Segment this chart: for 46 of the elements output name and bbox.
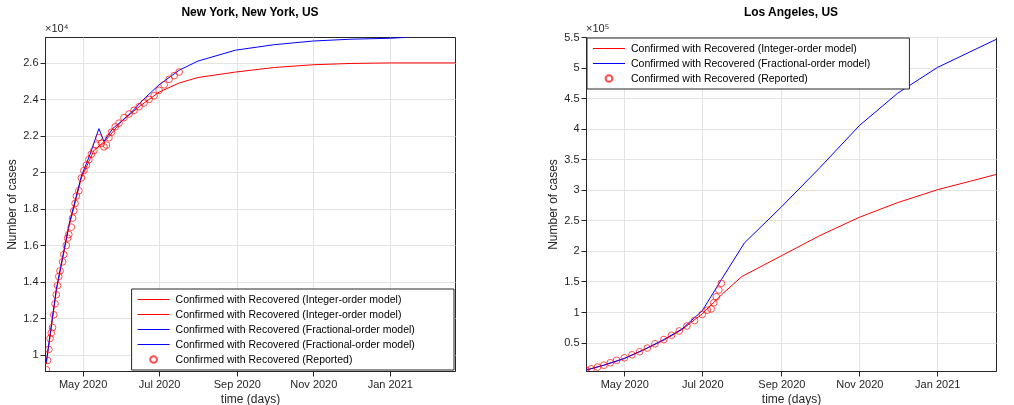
legend-label: Confirmed with Recovered (Fractional-order model) bbox=[175, 337, 415, 350]
x-tick-label: Jul 2020 bbox=[681, 377, 724, 390]
y-tick-label: 3 bbox=[573, 183, 580, 196]
y-tick-label: 1.2 bbox=[23, 311, 39, 324]
y-tick-label: 2.4 bbox=[23, 92, 39, 105]
y-tick-label: 2 bbox=[32, 165, 39, 178]
text: ×10⁴ bbox=[45, 22, 69, 34]
y-tick-label: 3.5 bbox=[564, 152, 580, 165]
y-tick-label: 1.6 bbox=[23, 238, 39, 251]
y-axis-title: Number of cases bbox=[5, 159, 20, 250]
y-tick-label: 2.6 bbox=[23, 56, 39, 69]
y-tick-label: 2 bbox=[573, 244, 580, 257]
x-tick-label: Jul 2020 bbox=[138, 377, 181, 390]
y-axis-title: Number of cases bbox=[546, 159, 561, 250]
legend-label: Confirmed with Recovered (Integer-order model) bbox=[175, 307, 402, 320]
y-tick-label: 1.4 bbox=[23, 275, 39, 288]
x-tick-label: Nov 2020 bbox=[290, 377, 338, 390]
x-tick-label: Jan 2021 bbox=[367, 377, 413, 390]
legend-label: Confirmed with Recovered (Integer-order model) bbox=[631, 41, 857, 54]
x-axis-title: time (days) bbox=[220, 391, 281, 405]
y-tick-label: 2.5 bbox=[564, 213, 580, 226]
chart-title: Los Angeles, US bbox=[743, 5, 839, 19]
y-tick-label: 4 bbox=[573, 122, 580, 135]
legend-label: Confirmed with Recovered (Integer-order model) bbox=[175, 292, 402, 305]
y-tick-label: 2.2 bbox=[23, 129, 39, 142]
legend-label: Confirmed with Recovered (Fractional-order model) bbox=[175, 322, 415, 335]
x-axis-title: time (days) bbox=[761, 391, 822, 405]
x-tick-label: Jan 2021 bbox=[915, 377, 961, 390]
legend-label: Confirmed with Recovered (Reported) bbox=[175, 352, 353, 365]
y-tick-label: 0.5 bbox=[564, 336, 580, 349]
y-tick-label: 1.8 bbox=[23, 202, 39, 215]
x-tick-label: Nov 2020 bbox=[836, 377, 884, 390]
legend-label: Confirmed with Recovered (Reported) bbox=[631, 71, 808, 84]
y-tick-label: 1 bbox=[32, 348, 39, 361]
legend-label: Confirmed with Recovered (Fractional-order model) bbox=[631, 56, 871, 69]
chart-title: New York, New York, US bbox=[181, 5, 319, 19]
y-tick-label: 5.5 bbox=[564, 30, 580, 43]
x-tick-label: May 2020 bbox=[600, 377, 649, 390]
y-tick-label: 1 bbox=[573, 305, 580, 318]
x-tick-label: Sep 2020 bbox=[213, 377, 261, 390]
text: ×10⁵ bbox=[586, 22, 610, 34]
y-tick-label: 5 bbox=[573, 61, 580, 74]
y-tick-label: 4.5 bbox=[564, 91, 580, 104]
y-tick-label: 1.5 bbox=[564, 274, 580, 287]
x-tick-label: May 2020 bbox=[58, 377, 108, 390]
x-tick-label: Sep 2020 bbox=[758, 377, 806, 390]
